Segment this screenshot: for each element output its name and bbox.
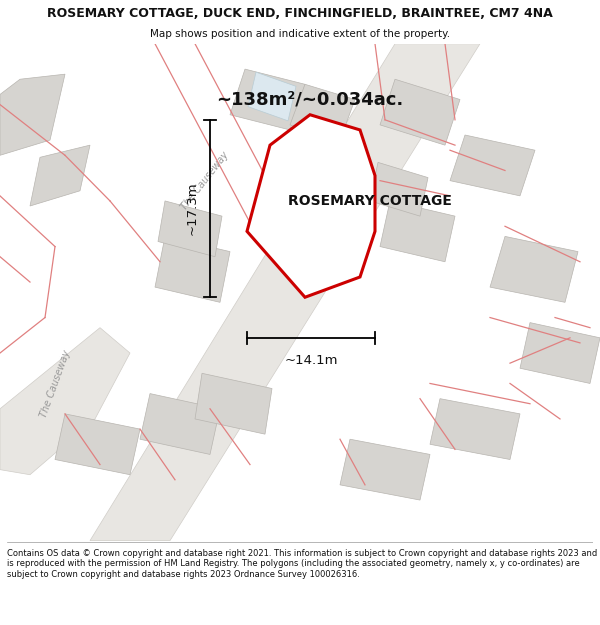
Polygon shape (155, 236, 230, 302)
Polygon shape (158, 201, 222, 257)
Polygon shape (430, 399, 520, 459)
Polygon shape (90, 44, 480, 541)
Polygon shape (55, 414, 140, 475)
Polygon shape (520, 322, 600, 384)
Polygon shape (248, 72, 296, 121)
Text: The Causeway: The Causeway (38, 348, 72, 419)
Polygon shape (140, 394, 220, 454)
Polygon shape (450, 135, 535, 196)
Polygon shape (380, 79, 460, 145)
Text: ROSEMARY COTTAGE: ROSEMARY COTTAGE (288, 194, 452, 208)
Polygon shape (340, 439, 430, 500)
Polygon shape (230, 69, 305, 130)
Text: ~138m²/~0.034ac.: ~138m²/~0.034ac. (217, 91, 404, 109)
Polygon shape (380, 201, 455, 262)
Polygon shape (490, 236, 578, 302)
Text: Contains OS data © Crown copyright and database right 2021. This information is : Contains OS data © Crown copyright and d… (7, 549, 598, 579)
Text: ROSEMARY COTTAGE, DUCK END, FINCHINGFIELD, BRAINTREE, CM7 4NA: ROSEMARY COTTAGE, DUCK END, FINCHINGFIEL… (47, 7, 553, 19)
Text: The Causeway: The Causeway (179, 149, 231, 212)
Polygon shape (30, 145, 90, 206)
Polygon shape (0, 74, 65, 155)
Text: Map shows position and indicative extent of the property.: Map shows position and indicative extent… (150, 29, 450, 39)
Polygon shape (0, 328, 130, 475)
Polygon shape (370, 162, 428, 216)
Text: ~17.3m: ~17.3m (185, 182, 199, 236)
Polygon shape (247, 115, 375, 298)
Polygon shape (290, 84, 355, 140)
Polygon shape (195, 373, 272, 434)
Text: ~14.1m: ~14.1m (284, 354, 338, 367)
